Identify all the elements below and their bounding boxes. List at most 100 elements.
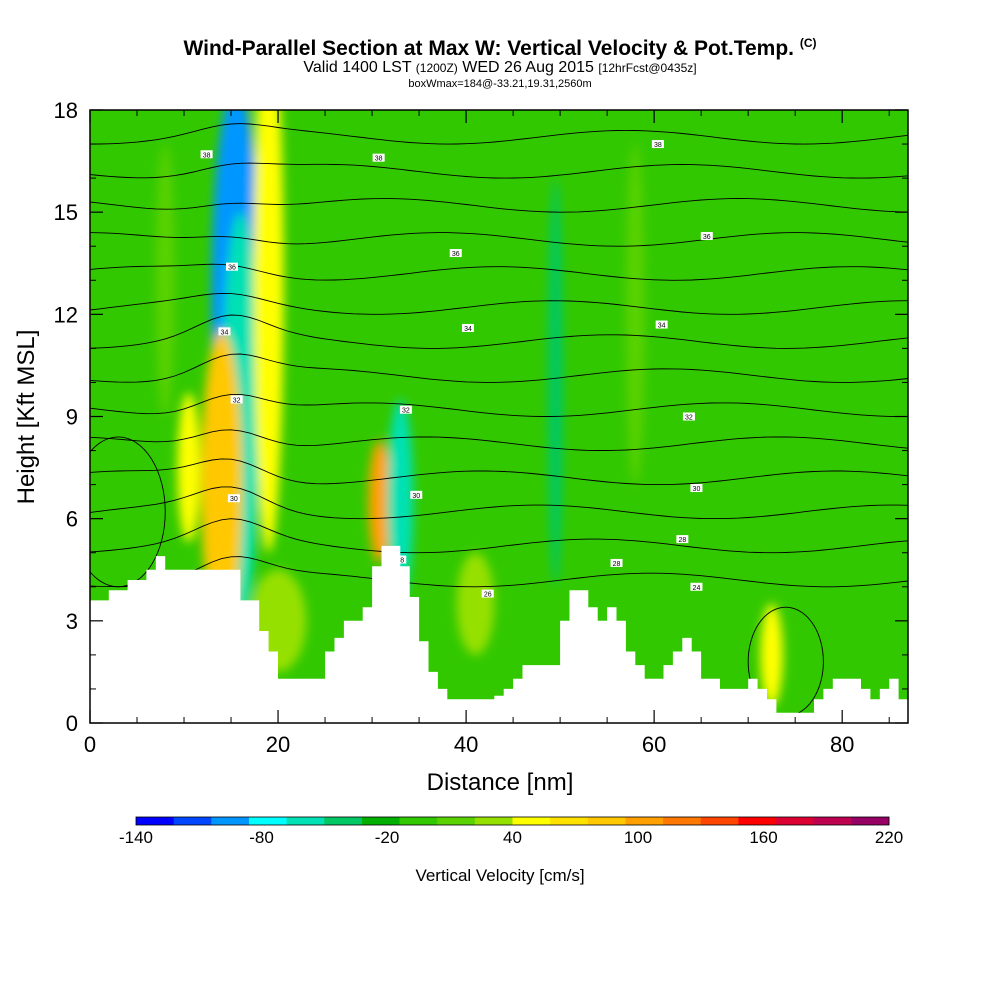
isentrope-label-bg [399, 405, 412, 414]
velocity-feature [200, 331, 243, 638]
isentrope-line [90, 232, 908, 247]
isentrope-label: 24 [693, 585, 701, 592]
isentrope-label: 28 [613, 561, 621, 568]
colorbar-swatch [587, 817, 626, 825]
isentrope-label-bg [200, 150, 213, 159]
x-tick-label: 60 [642, 732, 666, 757]
velocity-feature [253, 110, 284, 553]
colorbar-swatch [324, 817, 363, 825]
isentrope-line [90, 123, 908, 145]
colorbar-swatch [550, 817, 589, 825]
velocity-feature [625, 144, 645, 485]
isentrope-label-bg [230, 395, 243, 404]
y-tick-label: 12 [54, 302, 78, 327]
colorbar-label: 160 [749, 828, 777, 847]
isentrope-label: 34 [658, 323, 666, 330]
isentrope-label-bg [449, 249, 462, 258]
colorbar-swatch [173, 817, 212, 825]
isentrope-label: 36 [703, 234, 711, 241]
isentrope-label-bg [610, 558, 623, 567]
isentrope-label: 28 [678, 537, 686, 544]
colorbar-swatch [625, 817, 664, 825]
isentrope-line [90, 486, 908, 520]
isentrope-line [90, 429, 908, 451]
isentrope-label: 34 [464, 326, 472, 333]
colorbar-swatch [399, 817, 438, 825]
colorbar-label: -140 [119, 828, 153, 847]
isentrope-label-bg [481, 589, 494, 598]
isentrope-label: 32 [233, 397, 241, 404]
isentrope-label: 30 [412, 493, 420, 500]
chart-title-mark: (C) [799, 36, 817, 50]
isentrope-label-bg [676, 535, 689, 544]
isentrope-label-bg [655, 320, 668, 329]
isentrope-label-bg [690, 582, 703, 591]
colorbar-swatch [474, 817, 513, 825]
isentrope-label: 38 [203, 152, 211, 159]
isentrope-label: 34 [221, 329, 229, 336]
isentrope-line [90, 162, 908, 179]
velocity-feature [547, 178, 563, 587]
isentrope-label: 30 [693, 486, 701, 493]
velocity-feature [177, 392, 201, 543]
colorbar-label: 100 [624, 828, 652, 847]
colorbar-swatch [136, 817, 175, 825]
x-tick-label: 20 [266, 732, 290, 757]
isentrope-line [90, 393, 908, 417]
colorbar-label: -20 [375, 828, 400, 847]
y-tick-label: 18 [54, 98, 78, 123]
velocity-feature [456, 552, 495, 655]
y-axis-label: Height [Kft MSL] [13, 330, 40, 505]
isentrope-label-bg [651, 140, 664, 149]
colorbar-swatch [663, 817, 702, 825]
y-tick-label: 9 [66, 405, 78, 430]
colorbar-title: Vertical Velocity [cm/s] [415, 866, 584, 885]
isentrope-line [90, 353, 908, 383]
isentrope-line [90, 458, 908, 486]
colorbar-frame [135, 816, 890, 826]
isentrope-label: 38 [375, 156, 383, 163]
y-tick-label: 15 [54, 200, 78, 225]
plot-area: 38 38 38 36 36 36 34 34 34 32 32 32 30 30 30 28 28 28 26 24 [90, 110, 908, 723]
isentrope-label-bg [218, 327, 231, 336]
isentrope-label-bg [225, 262, 238, 271]
colorbar-swatch [813, 817, 852, 825]
colorbar-swatch [286, 817, 325, 825]
isentrope-label-bg [690, 484, 703, 493]
isentropes: 38 38 38 36 36 36 34 34 34 32 32 32 30 30 30 28 28 28 26 24 [90, 123, 908, 717]
forecast-info: [12hrFcst@0435z] [598, 61, 697, 75]
velocity-feature [368, 440, 391, 563]
x-tick-label: 0 [84, 732, 96, 757]
isentrope-label: 32 [685, 415, 693, 422]
colorbar-label: -80 [249, 828, 274, 847]
colorbar-swatch [361, 817, 401, 825]
valid-date: WED 26 Aug 2015 [462, 59, 594, 76]
isentrope-label: 36 [228, 265, 236, 272]
isentrope-label-bg [410, 490, 423, 499]
isentrope-label-bg [227, 494, 240, 503]
terrain [90, 545, 908, 723]
isentrope-label: 28 [396, 558, 404, 565]
isentrope-label-bg [700, 232, 713, 241]
y-tick-label: 0 [66, 711, 78, 736]
isentrope-line [90, 518, 908, 554]
colorbar-swatch [437, 817, 476, 825]
isentrope-label: 38 [654, 142, 662, 149]
isentrope-line [90, 436, 166, 588]
isentrope-label-bg [461, 323, 474, 332]
isentrope-label: 30 [230, 496, 238, 503]
chart-title-text: Wind-Parallel Section at Max W: Vertical… [183, 37, 794, 60]
y-tick-label: 6 [66, 507, 78, 532]
velocity-field [155, 110, 783, 706]
isentrope-line [90, 292, 908, 315]
valid-utc: (1200Z) [415, 61, 458, 75]
isentrope-label: 32 [402, 408, 410, 415]
colorbar: -140 -80 -20 40 100 160 220 [119, 816, 903, 847]
colorbar-swatch [738, 817, 777, 825]
box-info: boxWmax=184@-33.21,19.31,2560m [408, 78, 592, 90]
colorbar-swatch [248, 817, 288, 825]
colorbar-swatch [851, 817, 890, 825]
colorbar-swatch [700, 817, 739, 825]
colorbar-swatch [211, 817, 250, 825]
